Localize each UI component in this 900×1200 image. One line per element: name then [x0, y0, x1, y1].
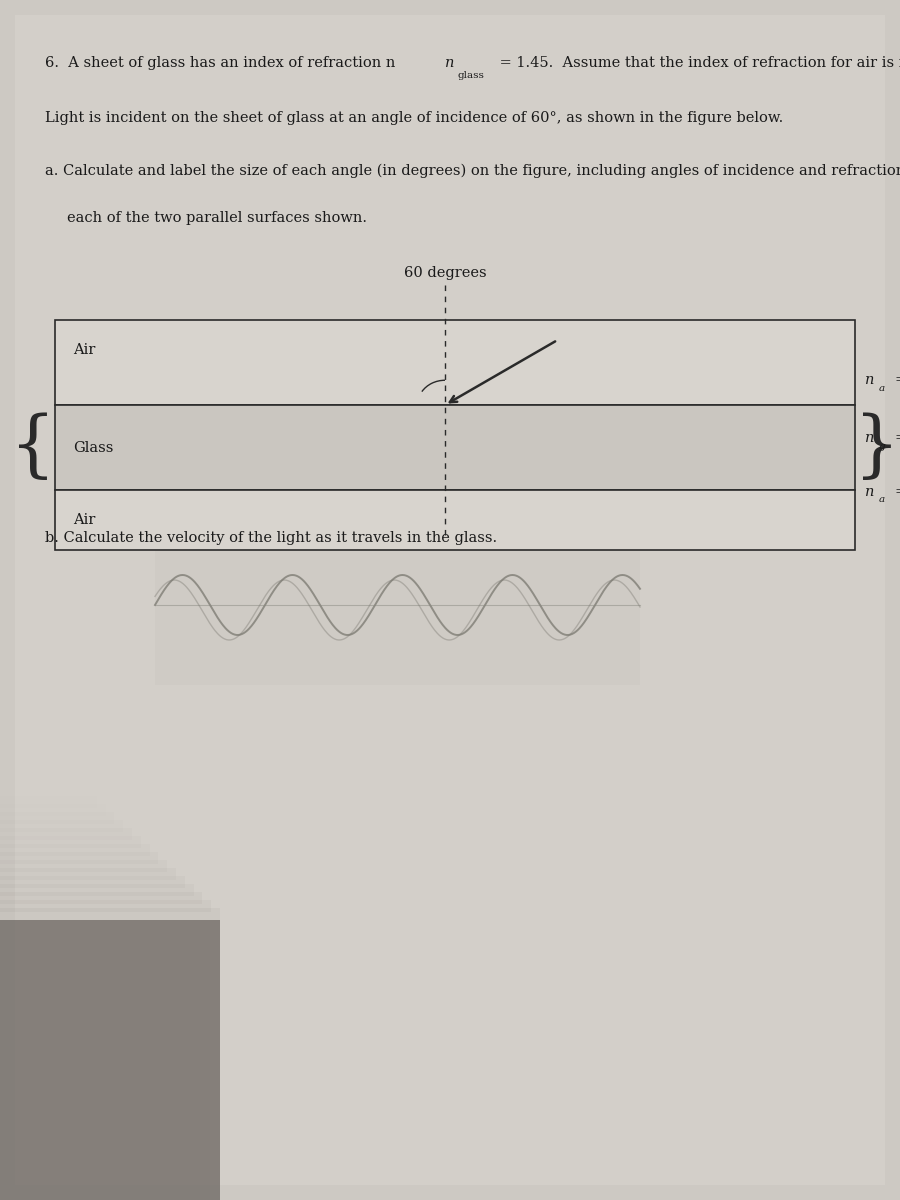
Bar: [0, 920, 220, 1200]
Bar: [0, 892, 202, 904]
Bar: [0, 836, 140, 848]
Bar: [0, 812, 114, 824]
Text: n: n: [865, 373, 875, 386]
Text: =  1.45: = 1.45: [895, 431, 900, 445]
Text: n: n: [445, 56, 455, 70]
Bar: [0, 908, 220, 920]
Bar: [55, 490, 855, 550]
Text: Light is incident on the sheet of glass at an angle of incidence of 60°, as show: Light is incident on the sheet of glass …: [45, 110, 783, 125]
Text: Air: Air: [73, 514, 95, 527]
Text: b. Calculate the velocity of the light as it travels in the glass.: b. Calculate the velocity of the light a…: [45, 530, 497, 545]
Text: a. Calculate and label the size of each angle (in degrees) on the figure, includ: a. Calculate and label the size of each …: [45, 163, 900, 178]
Text: }: }: [854, 413, 900, 482]
Bar: [0, 868, 176, 880]
Bar: [0, 884, 194, 896]
Bar: [55, 320, 855, 404]
Bar: [55, 404, 855, 490]
Text: = 1.45.  Assume that the index of refraction for air is n: = 1.45. Assume that the index of refract…: [495, 56, 900, 70]
Text: {: {: [10, 413, 56, 482]
Bar: [0, 900, 212, 912]
Bar: [0, 820, 123, 832]
Text: = 1.00: = 1.00: [895, 485, 900, 499]
Bar: [0, 876, 184, 888]
Text: n: n: [865, 431, 875, 445]
Bar: [155, 526, 640, 685]
Text: a: a: [879, 384, 885, 392]
Bar: [0, 828, 132, 840]
Text: 60 degrees: 60 degrees: [404, 266, 486, 280]
Bar: [0, 844, 149, 856]
Text: a: a: [879, 496, 885, 504]
Bar: [0, 860, 167, 872]
Text: glass: glass: [458, 71, 485, 80]
Bar: [0, 852, 158, 864]
Text: 6.  A sheet of glass has an index of refraction n: 6. A sheet of glass has an index of refr…: [45, 56, 395, 70]
Text: each of the two parallel surfaces shown.: each of the two parallel surfaces shown.: [67, 211, 367, 226]
Text: = 1.00: = 1.00: [895, 373, 900, 386]
Text: n: n: [865, 485, 875, 499]
Bar: [0, 796, 97, 808]
Bar: [0, 804, 105, 816]
Text: g: g: [879, 442, 886, 450]
Text: Glass: Glass: [73, 440, 113, 455]
Text: Air: Air: [73, 343, 95, 358]
